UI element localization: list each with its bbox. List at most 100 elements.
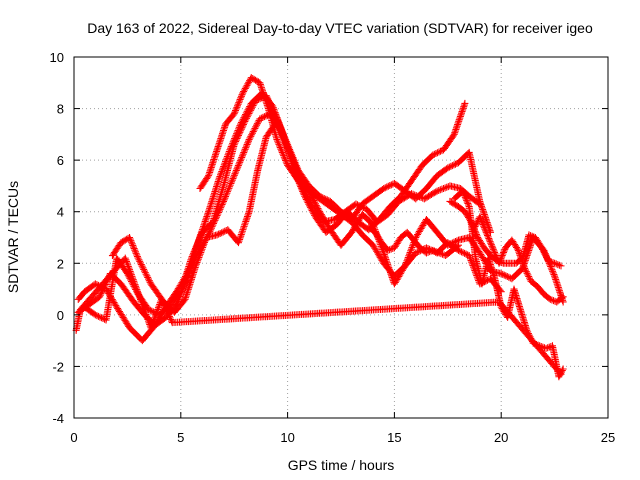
- data-point: [307, 192, 315, 200]
- data-point: [515, 248, 523, 256]
- data-point: [551, 259, 559, 267]
- data-point: [159, 298, 167, 306]
- data-point: [163, 308, 171, 316]
- data-point: [215, 230, 223, 238]
- data-point: [324, 221, 332, 229]
- data-point: [432, 150, 440, 158]
- data-point: [282, 140, 290, 148]
- data-point: [544, 257, 552, 265]
- data-point: [556, 369, 564, 377]
- data-point: [160, 302, 168, 310]
- data-point: [130, 277, 138, 285]
- data-point: [354, 218, 362, 226]
- data-point: [141, 307, 149, 315]
- data-point: [242, 83, 250, 91]
- data-point: [244, 80, 252, 88]
- data-point: [244, 211, 252, 219]
- data-point: [285, 146, 293, 154]
- data-point: [235, 160, 243, 168]
- data-point: [384, 262, 392, 270]
- data-point: [139, 302, 147, 310]
- data-point: [461, 193, 469, 201]
- data-point: [239, 121, 247, 129]
- data-point: [422, 249, 430, 257]
- data-point: [247, 105, 255, 113]
- data-point: [479, 221, 487, 229]
- data-point: [94, 312, 102, 320]
- data-point: [394, 274, 402, 282]
- data-point: [238, 91, 246, 99]
- data-point: [401, 262, 409, 270]
- data-point: [193, 259, 201, 267]
- data-point: [380, 185, 388, 193]
- data-point: [96, 293, 104, 301]
- data-point: [132, 249, 140, 257]
- data-point: [513, 245, 521, 253]
- data-point: [464, 199, 472, 207]
- data-point: [547, 264, 555, 272]
- x-tick-label: 20: [494, 430, 508, 445]
- data-point: [124, 262, 132, 270]
- data-point: [165, 311, 173, 319]
- data-point: [413, 232, 421, 240]
- data-point: [176, 289, 184, 297]
- data-point: [233, 102, 241, 110]
- data-point: [150, 315, 158, 323]
- data-point: [196, 233, 204, 241]
- data-point: [526, 243, 534, 251]
- data-point: [289, 156, 297, 164]
- data-point: [451, 129, 459, 137]
- data-point: [484, 233, 492, 241]
- y-axis-label: SDTVAR / TECUs: [5, 181, 21, 293]
- data-point: [240, 147, 248, 155]
- data-point: [244, 111, 252, 119]
- data-point: [201, 219, 209, 227]
- data-point: [486, 238, 494, 246]
- data-point: [98, 288, 106, 296]
- data-point: [480, 222, 488, 230]
- data-point: [496, 256, 504, 264]
- data-point: [408, 244, 416, 252]
- y-tick-label: 8: [57, 102, 64, 117]
- data-point: [292, 163, 300, 171]
- data-point: [259, 113, 267, 121]
- data-point: [528, 238, 536, 246]
- data-point: [239, 89, 247, 97]
- data-point: [523, 269, 531, 277]
- data-point: [487, 241, 495, 249]
- data-point: [238, 124, 246, 132]
- data-point: [238, 153, 246, 161]
- data-point: [196, 250, 204, 258]
- data-point: [193, 240, 201, 248]
- data-point: [438, 185, 446, 193]
- data-point: [402, 260, 410, 268]
- data-point: [489, 245, 497, 253]
- data-point: [195, 235, 203, 243]
- data-point: [477, 201, 485, 209]
- data-point: [520, 261, 528, 269]
- data-point: [224, 186, 232, 194]
- data-point: [237, 231, 245, 239]
- data-point: [193, 241, 201, 249]
- data-point: [415, 227, 423, 235]
- data-point: [455, 117, 463, 125]
- data-point: [301, 192, 309, 200]
- data-point: [143, 272, 151, 280]
- data-point: [461, 192, 469, 200]
- data-point: [546, 257, 554, 265]
- data-point: [122, 257, 130, 265]
- data-point: [288, 155, 296, 163]
- data-point: [305, 200, 313, 208]
- data-point: [134, 289, 142, 297]
- data-point: [349, 227, 357, 235]
- data-point: [232, 136, 240, 144]
- data-point: [123, 259, 131, 267]
- data-point: [397, 269, 405, 277]
- plot-frame: [73, 56, 609, 419]
- data-point: [240, 224, 248, 232]
- data-point: [144, 273, 152, 281]
- data-point: [310, 197, 318, 205]
- data-point: [137, 296, 145, 304]
- data-point: [417, 224, 425, 232]
